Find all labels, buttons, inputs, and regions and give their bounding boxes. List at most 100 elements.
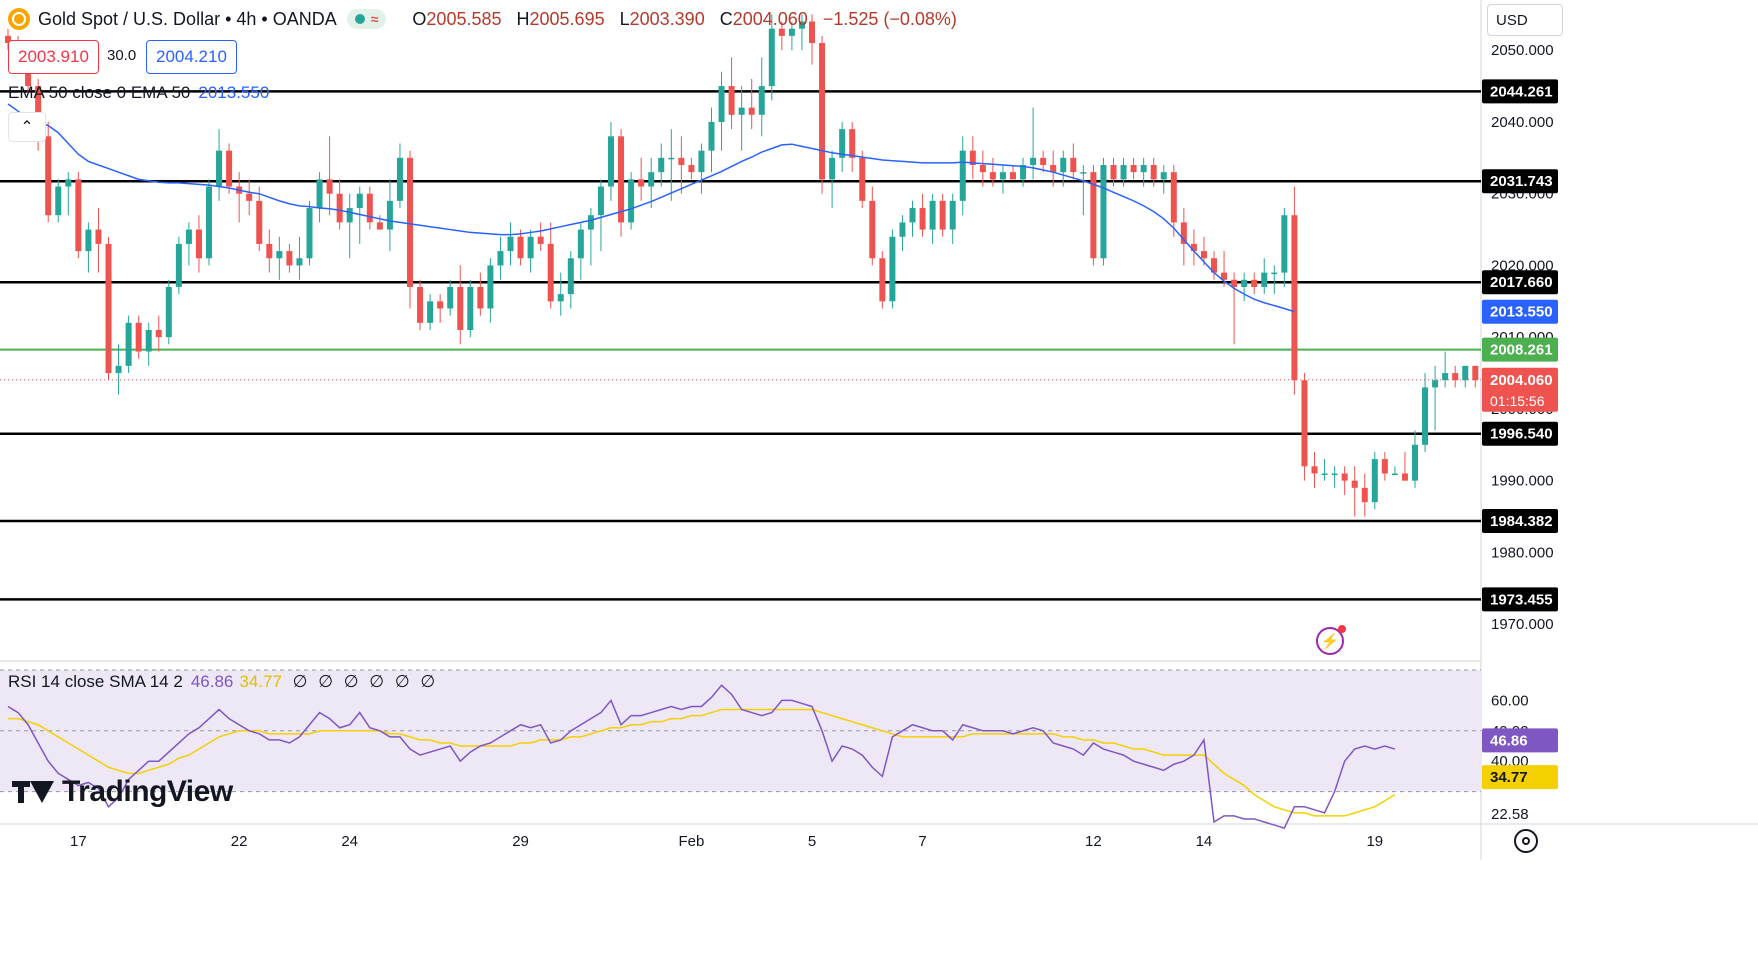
price-level-tag-bg — [1482, 508, 1558, 533]
candle-body — [798, 21, 805, 29]
candle-body — [487, 265, 494, 309]
candle-body — [849, 129, 856, 158]
price-axis-tick-label: 1970.000 — [1491, 616, 1554, 633]
candle-body — [195, 229, 202, 259]
candle-body — [839, 129, 846, 158]
candle-body — [989, 172, 996, 180]
sell-button[interactable]: 2003.910 — [8, 40, 99, 74]
price-level-tag: 1984.382 — [1490, 513, 1553, 530]
candle-body — [437, 301, 444, 309]
candle-body — [115, 365, 122, 374]
high-label: H — [516, 8, 530, 29]
candle-body — [1311, 466, 1318, 474]
time-axis-tick-label: 22 — [231, 833, 248, 850]
candle-body — [1100, 165, 1107, 259]
close-value: 2004.060 — [732, 8, 808, 29]
candle-body — [949, 200, 956, 230]
candle-body — [1301, 380, 1308, 467]
last-price-tag-bg — [1482, 367, 1558, 412]
candle-body — [738, 107, 745, 115]
candle-body — [447, 286, 454, 309]
rsi-value-tag: 34.77 — [1490, 769, 1528, 786]
time-axis-tick-label: 19 — [1366, 833, 1383, 850]
candle-body — [276, 251, 283, 259]
rsi-legend[interactable]: RSI 14 close SMA 14 2 46.86 34.77 ∅ ∅ ∅ ∅ … — [8, 672, 435, 692]
candle-body — [939, 200, 946, 230]
rsi-level-label: 22.58 — [1491, 806, 1529, 823]
candle-body — [1281, 215, 1288, 273]
candle-body — [969, 150, 976, 165]
candle-body — [869, 200, 876, 259]
candle-body — [648, 172, 655, 187]
candle-body — [929, 200, 936, 230]
candle-body — [889, 236, 896, 302]
time-axis-tick-label: 24 — [341, 833, 358, 850]
candle-body — [407, 157, 413, 287]
buy-button[interactable]: 2004.210 — [146, 40, 237, 74]
candle-body — [1361, 487, 1368, 503]
candle-body — [1251, 279, 1258, 287]
candle-body — [1452, 373, 1459, 381]
candle-body — [497, 251, 504, 266]
candle-body — [1080, 172, 1087, 174]
candle-body — [1130, 165, 1137, 173]
candle-body — [638, 179, 645, 187]
candle-body — [1200, 251, 1207, 259]
rsi-legend-label: RSI 14 close SMA 14 2 — [8, 672, 183, 691]
candle-body — [246, 193, 253, 201]
candle-body — [1010, 172, 1016, 180]
candle-body — [185, 229, 192, 244]
currency-selector[interactable]: USD — [1487, 4, 1563, 36]
candle-body — [758, 86, 765, 115]
price-level-tag-bg — [1482, 587, 1558, 612]
candle-body — [155, 330, 162, 338]
candle-body — [999, 172, 1006, 180]
rsi-axis-tick-label: 60.00 — [1491, 692, 1529, 709]
settings-gear-icon[interactable] — [1514, 829, 1538, 853]
delayed-data-icon: ≈ — [370, 11, 379, 27]
price-level-tag: 2017.660 — [1490, 274, 1553, 291]
candle-body — [427, 301, 434, 323]
rsi-sma-line — [8, 708, 1396, 817]
candle-body — [859, 157, 866, 201]
time-axis-tick-label: 5 — [808, 833, 816, 850]
candle-body — [778, 28, 785, 36]
candle-body — [1341, 473, 1348, 481]
candle-body — [788, 28, 795, 36]
open-label: O — [412, 8, 427, 29]
time-axis-tick-label: 12 — [1085, 833, 1102, 850]
flash-alert-icon[interactable]: ⚡ — [1316, 625, 1346, 655]
candle-body — [336, 193, 343, 223]
symbol-title[interactable]: Gold Spot / U.S. Dollar • 4h • OANDA — [38, 8, 337, 29]
collapse-legend-button[interactable]: ⌃ — [8, 112, 46, 142]
candle-body — [557, 294, 564, 302]
rsi-extra-value: ∅ — [318, 672, 334, 691]
candle-body — [1231, 279, 1238, 287]
candle-body — [346, 208, 353, 223]
ema-legend-label: EMA 50 close 0 EMA 50 — [8, 83, 191, 102]
rsi-value-tag-bg — [1482, 765, 1558, 790]
candle-body — [1090, 172, 1097, 259]
candle-body — [65, 179, 72, 187]
candle-body — [1180, 222, 1187, 244]
candle-body — [1241, 279, 1248, 287]
rsi-legend-value: 46.86 — [190, 672, 234, 691]
market-status-pill[interactable]: ≈ — [346, 9, 387, 29]
candle-body — [1140, 165, 1147, 173]
open-value: 2005.585 — [426, 8, 502, 29]
ema-legend[interactable]: EMA 50 close 0 EMA 50 2013.550 — [8, 83, 269, 103]
candle-body — [1160, 172, 1167, 180]
rsi-line — [7, 684, 1396, 829]
price-level-tag-bg — [1482, 421, 1558, 446]
gold-symbol-icon — [8, 8, 30, 30]
tradingview-logo[interactable]: TradingView — [12, 775, 233, 809]
candle-body — [467, 286, 474, 330]
candle-body — [396, 157, 403, 201]
close-label: C — [719, 8, 733, 29]
candle-body — [316, 179, 323, 209]
time-axis-tick-label: 17 — [70, 833, 87, 850]
candle-body — [879, 258, 886, 302]
candle-body — [477, 286, 484, 309]
candle-body — [597, 186, 604, 216]
